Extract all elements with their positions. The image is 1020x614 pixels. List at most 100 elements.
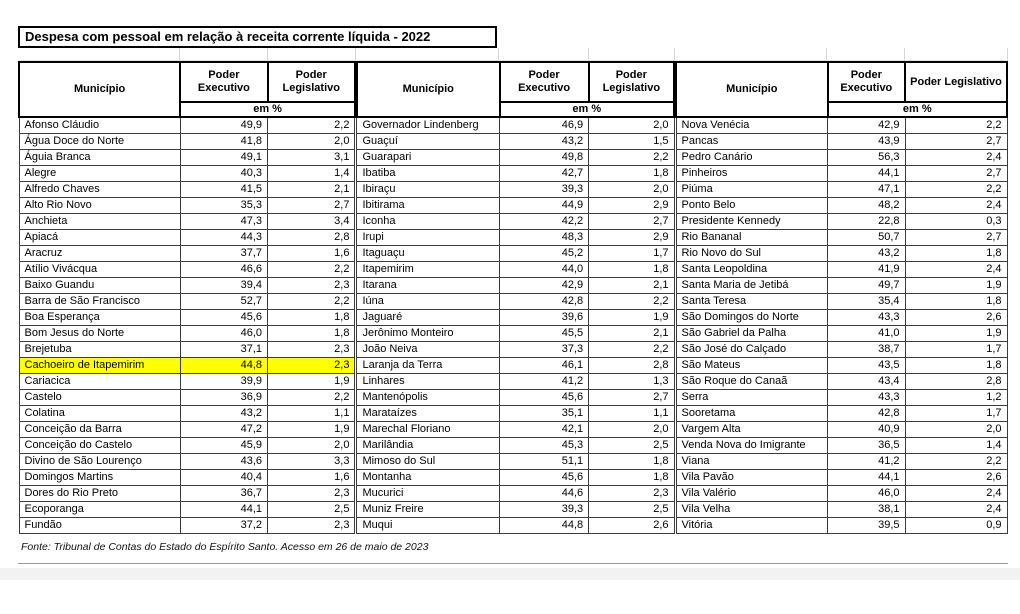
table-row: Rio Bananal 50,7 2,7 — [675, 229, 1008, 246]
legislative-value-cell: 1,8 — [588, 469, 675, 486]
legislative-value-cell: 1,9 — [588, 309, 675, 326]
legislative-value-cell: 2,0 — [267, 133, 356, 150]
executive-value-cell: 49,9 — [179, 116, 269, 134]
table-row: Venda Nova do Imigrante 36,5 1,4 — [675, 437, 1008, 454]
legislative-value-cell: 2,2 — [904, 453, 1008, 470]
executive-value-cell: 37,2 — [179, 517, 269, 534]
table-row: São Domingos do Norte 43,3 2,6 — [675, 309, 1008, 326]
unit-header: em % — [826, 101, 1009, 118]
column-header-executivo: Poder Executivo — [498, 61, 590, 103]
executive-value-cell: 42,1 — [499, 421, 590, 438]
table-row: Laranja da Terra 46,1 2,8 — [356, 357, 675, 374]
legislative-value-cell: 2,9 — [588, 229, 675, 246]
executive-value-cell: 40,3 — [179, 165, 269, 182]
legislative-value-cell: 1,9 — [267, 373, 356, 390]
table-row: Barra de São Francisco 52,7 2,2 — [18, 293, 356, 310]
municipality-cell: Ecoporanga — [18, 501, 181, 518]
executive-value-cell: 41,2 — [499, 373, 590, 390]
legislative-value-cell: 3,1 — [267, 149, 356, 166]
executive-value-cell: 37,3 — [499, 341, 590, 358]
municipality-cell: Iconha — [356, 213, 501, 230]
unit-header: em % — [179, 101, 356, 118]
table-row: Mimoso do Sul 51,1 1,8 — [356, 453, 675, 470]
gridline-cell — [589, 48, 675, 60]
table-row: Montanha 45,6 1,8 — [356, 469, 675, 486]
legislative-value-cell: 2,4 — [904, 149, 1008, 166]
municipality-cell: Piúma — [675, 181, 829, 198]
executive-value-cell: 52,7 — [179, 293, 269, 310]
table-row: Santa Leopoldina 41,9 2,4 — [675, 261, 1008, 278]
table-header: Município Poder Executivo Poder Legislat… — [355, 61, 676, 118]
legislative-value-cell: 2,2 — [267, 389, 356, 406]
municipality-cell: Governador Lindenberg — [356, 116, 501, 134]
table-row: Afonso Cláudio 49,9 2,2 — [18, 116, 356, 134]
gridline-cell — [18, 48, 180, 60]
spreadsheet-gridlines — [18, 48, 1008, 61]
executive-value-cell: 45,2 — [499, 245, 590, 262]
table-row: Serra 43,3 1,2 — [675, 389, 1008, 406]
executive-value-cell: 39,3 — [499, 501, 590, 518]
municipality-cell: Marechal Floriano — [356, 421, 501, 438]
legislative-value-cell: 1,2 — [904, 389, 1008, 406]
municipality-cell: Viana — [675, 453, 829, 470]
table-group-3: Município Poder Executivo Poder Legislat… — [675, 61, 1009, 534]
executive-value-cell: 22,8 — [827, 213, 906, 230]
legislative-value-cell: 3,4 — [267, 213, 356, 230]
executive-value-cell: 47,3 — [179, 213, 269, 230]
municipality-cell: Mantenópolis — [356, 389, 501, 406]
municipality-cell: São Roque do Canaã — [675, 373, 829, 390]
municipality-cell: Jaguaré — [356, 309, 501, 326]
table-row: Muniz Freire 39,3 2,5 — [356, 501, 675, 518]
table-row: Viana 41,2 2,2 — [675, 453, 1008, 470]
executive-value-cell: 36,7 — [179, 485, 269, 502]
table-row: Alto Rio Novo 35,3 2,7 — [18, 197, 356, 214]
legislative-value-cell: 1,8 — [267, 325, 356, 342]
executive-value-cell: 36,5 — [827, 437, 906, 454]
municipality-cell: Vila Valério — [675, 485, 829, 502]
municipality-cell: Aracruz — [18, 245, 181, 262]
executive-value-cell: 43,9 — [827, 133, 906, 150]
table-row: Ibatiba 42,7 1,8 — [356, 165, 675, 182]
municipality-cell: Águia Branca — [18, 149, 181, 166]
executive-value-cell: 42,8 — [827, 405, 906, 422]
executive-value-cell: 39,3 — [499, 181, 590, 198]
executive-value-cell: 43,4 — [827, 373, 906, 390]
table-row: Vila Pavão 44,1 2,6 — [675, 469, 1008, 486]
municipality-cell: Vitória — [675, 517, 829, 534]
legislative-value-cell: 1,8 — [588, 165, 675, 182]
table-row: Marilândia 45,3 2,5 — [356, 437, 675, 454]
municipality-cell: São José do Calçado — [675, 341, 829, 358]
legislative-value-cell: 2,2 — [904, 116, 1008, 134]
table-row: Conceição do Castelo 45,9 2,0 — [18, 437, 356, 454]
municipality-cell: Conceição do Castelo — [18, 437, 181, 454]
table-row: Atílio Vivácqua 46,6 2,2 — [18, 261, 356, 278]
legislative-value-cell: 2,0 — [904, 421, 1008, 438]
municipality-cell: Baixo Guandu — [18, 277, 181, 294]
page-margin — [0, 568, 1020, 580]
table-row: Pedro Canário 56,3 2,4 — [675, 149, 1008, 166]
legislative-value-cell: 2,3 — [267, 341, 356, 358]
table-row: Itaguaçu 45,2 1,7 — [356, 245, 675, 262]
legislative-value-cell: 1,1 — [267, 405, 356, 422]
executive-value-cell: 35,1 — [499, 405, 590, 422]
legislative-value-cell: 1,5 — [588, 133, 675, 150]
municipality-cell: Santa Maria de Jetibá — [675, 277, 829, 294]
legislative-value-cell: 2,7 — [904, 165, 1008, 182]
table-row: Castelo 36,9 2,2 — [18, 389, 356, 406]
municipality-cell: Alegre — [18, 165, 181, 182]
gridline-cell — [356, 48, 499, 60]
municipality-cell: Domingos Martins — [18, 469, 181, 486]
executive-value-cell: 49,8 — [499, 149, 590, 166]
gridline-cell — [827, 48, 905, 60]
municipality-cell: São Gabriel da Palha — [675, 325, 829, 342]
table-row: Itapemirim 44,0 1,8 — [356, 261, 675, 278]
column-header-legislativo: Poder Legislativo — [904, 61, 1008, 103]
table-row: Guaçuí 43,2 1,5 — [356, 133, 675, 150]
executive-value-cell: 42,2 — [499, 213, 590, 230]
municipality-cell: Sooretama — [675, 405, 829, 422]
page-title: Despesa com pessoal em relação à receita… — [18, 26, 497, 48]
municipality-cell: Itaguaçu — [356, 245, 501, 262]
municipality-cell: Laranja da Terra — [356, 357, 501, 374]
municipality-cell: Serra — [675, 389, 829, 406]
table-row: Divino de São Lourenço 43,6 3,3 — [18, 453, 356, 470]
